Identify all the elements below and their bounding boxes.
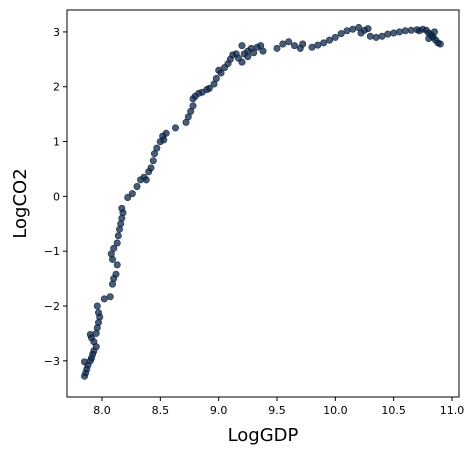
data-point	[142, 176, 150, 184]
data-point	[133, 183, 141, 191]
data-point	[212, 75, 220, 83]
data-point	[372, 33, 380, 41]
y-tick-label: −3	[44, 355, 60, 368]
data-point	[153, 144, 161, 152]
data-point	[114, 232, 122, 240]
data-point	[320, 39, 328, 47]
x-axis-title: LogGDP	[228, 425, 299, 446]
data-point	[110, 244, 118, 252]
data-point	[205, 84, 213, 92]
x-tick-label: 10.5	[381, 404, 406, 417]
data-point	[314, 41, 322, 49]
data-point	[285, 38, 293, 46]
y-axis-title: LogCO2	[10, 168, 31, 238]
data-point	[113, 261, 121, 269]
y-tick-label: −1	[44, 245, 60, 258]
data-point	[238, 42, 246, 50]
x-tick-label: 9.5	[268, 404, 286, 417]
data-point	[384, 30, 392, 38]
data-point	[395, 28, 403, 36]
data-point	[86, 330, 94, 338]
y-axis-ticks: −3 −2 −1 0 1 2 3	[44, 26, 67, 368]
data-point	[325, 36, 333, 44]
x-tick-label: 8.5	[152, 404, 170, 417]
x-axis-ticks: 8.0 8.5 9.0 9.5 10.0 10.5 11.0	[93, 397, 464, 417]
data-point	[407, 26, 415, 34]
data-point	[112, 270, 120, 278]
data-point	[366, 32, 374, 40]
data-point	[259, 47, 267, 55]
plot-area	[66, 9, 460, 398]
data-point	[378, 32, 386, 40]
data-point	[118, 204, 126, 212]
data-point	[172, 124, 180, 132]
data-point	[244, 53, 252, 61]
data-point	[349, 25, 357, 33]
y-tick-label: 2	[53, 81, 60, 94]
data-point	[273, 44, 281, 52]
y-tick-label: 1	[53, 136, 60, 149]
data-point	[124, 194, 132, 202]
data-point	[390, 29, 398, 37]
data-point	[93, 302, 101, 310]
data-point	[162, 129, 170, 137]
data-point	[149, 157, 157, 165]
data-point	[343, 27, 351, 35]
x-tick-label: 8.0	[93, 404, 111, 417]
data-point	[436, 40, 444, 48]
data-point	[100, 295, 108, 303]
data-points	[81, 23, 444, 380]
data-point	[95, 309, 103, 317]
data-point	[290, 42, 298, 50]
data-point	[401, 27, 409, 35]
data-point	[299, 40, 307, 48]
y-tick-label: −2	[44, 300, 60, 313]
data-point	[106, 293, 114, 301]
data-point	[308, 43, 316, 51]
y-tick-label: 0	[53, 190, 60, 203]
data-point	[128, 190, 136, 198]
data-point	[113, 239, 121, 247]
data-point	[147, 164, 155, 172]
data-point	[428, 32, 436, 40]
data-point	[160, 136, 168, 144]
x-tick-label: 9.0	[210, 404, 228, 417]
data-point	[337, 30, 345, 38]
data-point	[364, 25, 372, 33]
data-point	[81, 358, 89, 366]
data-point	[217, 69, 225, 77]
data-point	[331, 33, 339, 41]
x-tick-label: 11.0	[440, 404, 465, 417]
data-point	[279, 40, 287, 48]
x-tick-label: 10.0	[323, 404, 348, 417]
data-point	[189, 102, 197, 110]
y-tick-label: 3	[53, 26, 60, 39]
data-point	[238, 58, 246, 66]
data-point	[250, 49, 258, 57]
